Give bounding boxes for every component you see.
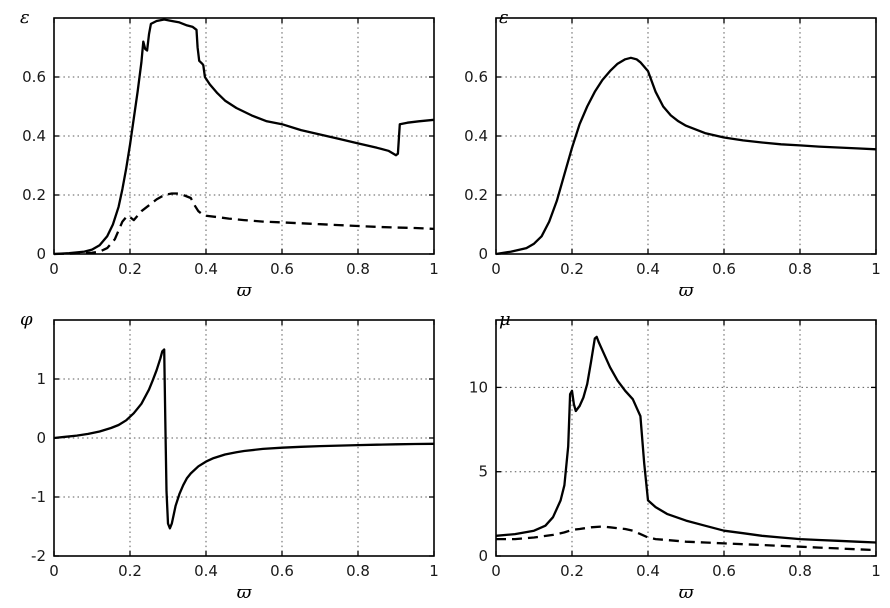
x-axis-label: ϖ [237, 280, 253, 301]
series-dashed-curve [53, 192, 435, 256]
x-tick-label: 0.2 [118, 260, 142, 278]
x-tick-label: 0 [491, 260, 501, 278]
y-tick-label: 0.4 [22, 127, 46, 145]
x-tick-label: 0.2 [560, 260, 584, 278]
chart-canvas: 0 0.2 0.4 0.6 0.8 1 0 0.2 0.4 0.6 ϖ ε [464, 7, 881, 301]
x-tick-label: 0.8 [788, 260, 812, 278]
y-tick-label: 0.6 [464, 68, 488, 86]
x-tick-label: 0 [491, 562, 501, 580]
y-tick-label: -1 [31, 488, 46, 506]
x-tick-label: 0.2 [560, 562, 584, 580]
x-tick-label: 0.6 [712, 260, 736, 278]
x-tick-label: 1 [429, 260, 439, 278]
series-solid-curve [53, 18, 435, 256]
series-solid-curve [53, 348, 435, 530]
y-axis-label: μ [499, 309, 511, 330]
x-tick-label: 0.4 [194, 562, 218, 580]
y-tick-label: 0.2 [464, 186, 488, 204]
series-solid-curve [495, 335, 877, 544]
y-tick-label: 5 [478, 463, 488, 481]
y-axis-label: ε [20, 7, 30, 28]
y-tick-label: 10 [469, 378, 488, 396]
plot-top-right-epsilon: 0 0.2 0.4 0.6 0.8 1 0 0.2 0.4 0.6 ϖ ε [452, 4, 887, 304]
x-tick-label: 0.4 [636, 260, 660, 278]
x-tick-label: 0.6 [712, 562, 736, 580]
y-tick-label: 0 [478, 245, 488, 263]
x-tick-label: 0 [49, 562, 59, 580]
x-tick-label: 0.6 [270, 260, 294, 278]
x-axis-label: ϖ [679, 280, 695, 301]
y-tick-label: -2 [31, 547, 46, 565]
x-tick-label: 1 [429, 562, 439, 580]
plot-bottom-left-phi: 0 0.2 0.4 0.6 0.8 1 -2 -1 0 1 ϖ φ [10, 306, 445, 606]
plot-bottom-right-mu: 0 0.2 0.4 0.6 0.8 1 0 5 10 ϖ μ [452, 306, 887, 606]
x-tick-label: 1 [871, 562, 881, 580]
x-tick-label: 0.4 [194, 260, 218, 278]
series-dashed-curve [496, 525, 877, 552]
chart-canvas: 0 0.2 0.4 0.6 0.8 1 0 0.2 0.4 0.6 ϖ ε [20, 7, 439, 301]
y-tick-label: 0 [36, 245, 46, 263]
x-tick-label: 0 [49, 260, 59, 278]
plot-top-left-epsilon: 0 0.2 0.4 0.6 0.8 1 0 0.2 0.4 0.6 ϖ ε [10, 4, 445, 304]
series-solid-curve [495, 56, 877, 256]
x-axis-label: ϖ [679, 582, 695, 603]
y-tick-label: 0 [36, 429, 46, 447]
x-tick-label: 0.4 [636, 562, 660, 580]
axes-box [495, 319, 877, 557]
chart-canvas: 0 0.2 0.4 0.6 0.8 1 -2 -1 0 1 ϖ φ [20, 309, 439, 603]
y-axis-label: φ [20, 309, 33, 330]
y-tick-label: 1 [36, 370, 46, 388]
x-tick-label: 0.8 [346, 562, 370, 580]
y-tick-label: 0 [478, 547, 488, 565]
x-tick-label: 0.8 [346, 260, 370, 278]
x-tick-label: 0.8 [788, 562, 812, 580]
y-axis-label: ε [499, 7, 509, 28]
y-tick-label: 0.2 [22, 186, 46, 204]
y-tick-label: 0.4 [464, 127, 488, 145]
x-tick-label: 1 [871, 260, 881, 278]
x-axis-label: ϖ [237, 582, 253, 603]
x-tick-label: 0.6 [270, 562, 294, 580]
y-tick-label: 0.6 [22, 68, 46, 86]
x-tick-label: 0.2 [118, 562, 142, 580]
